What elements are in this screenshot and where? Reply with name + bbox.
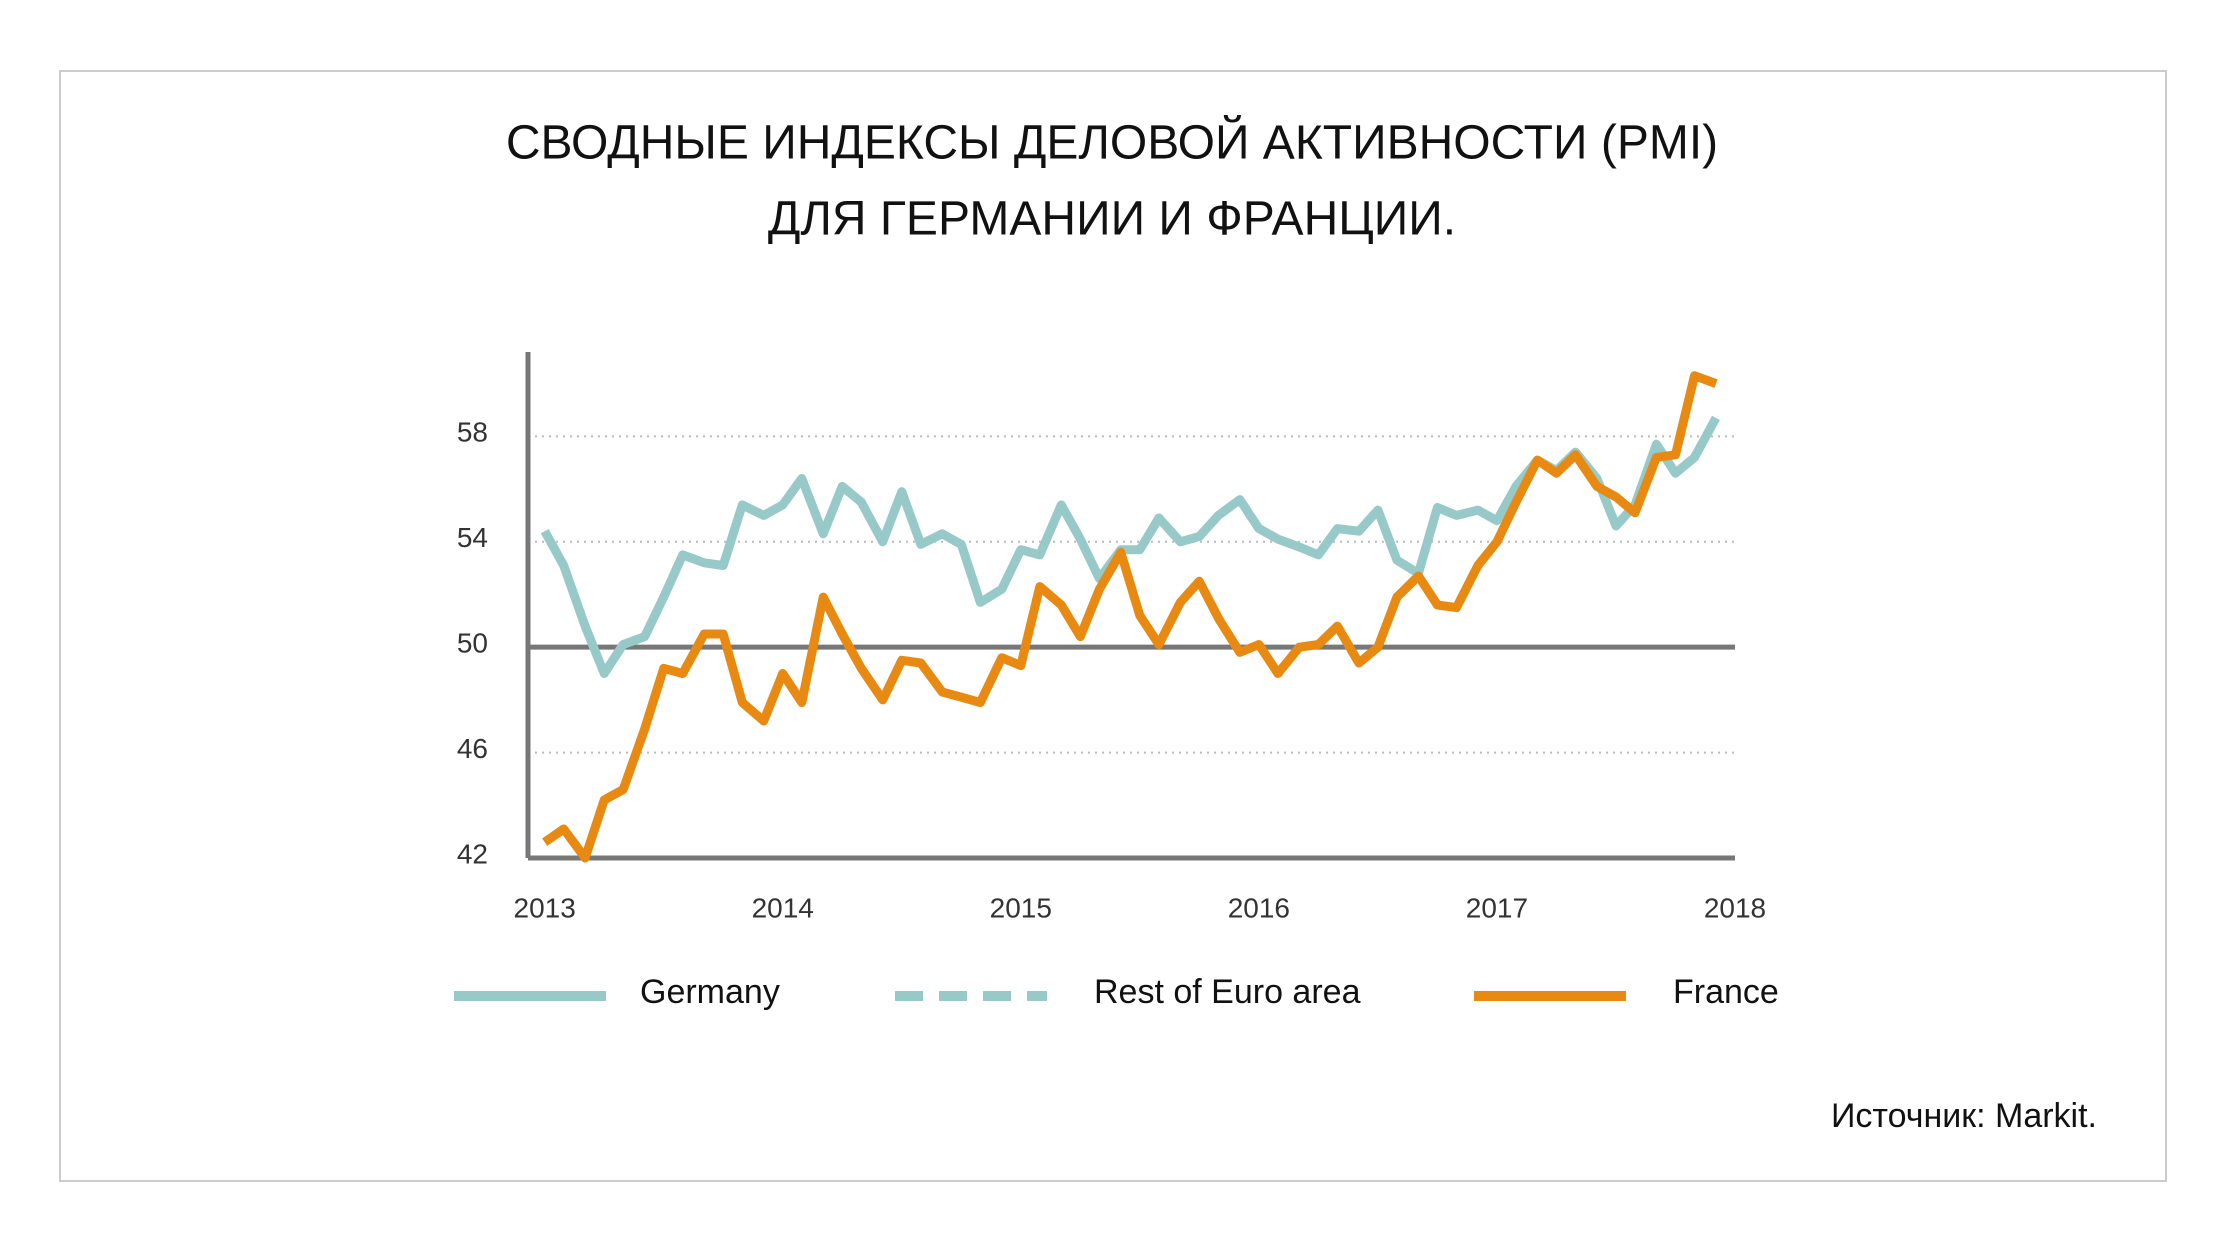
frame xyxy=(59,70,2167,1182)
legend-label: France xyxy=(1673,973,1779,1011)
x-tick-label: 2018 xyxy=(1704,892,1766,923)
x-tick-label: 2014 xyxy=(752,892,814,923)
y-tick-label: 54 xyxy=(457,522,488,553)
x-tick-label: 2016 xyxy=(1228,892,1290,923)
y-tick-label: 58 xyxy=(457,417,488,448)
y-tick-label: 46 xyxy=(457,733,488,764)
legend-label: Germany xyxy=(640,973,780,1011)
y-tick-label: 42 xyxy=(457,838,488,869)
source: Источник: Markit. xyxy=(1831,1097,2097,1135)
y-tick-label: 50 xyxy=(457,628,488,659)
x-tick-label: 2017 xyxy=(1466,892,1528,923)
series-line xyxy=(540,415,1720,678)
chart-title: СВОДНЫЕ ИНДЕКСЫ ДЕЛОВОЙ АКТИВНОСТИ (PMI) xyxy=(506,115,1718,170)
series-line xyxy=(542,371,1718,863)
legend-label: Rest of Euro area xyxy=(1094,973,1361,1011)
x-tick-label: 2013 xyxy=(514,892,576,923)
chart-title: ДЛЯ ГЕРМАНИИ И ФРАНЦИИ. xyxy=(768,193,1456,246)
x-tick-label: 2015 xyxy=(990,892,1052,923)
